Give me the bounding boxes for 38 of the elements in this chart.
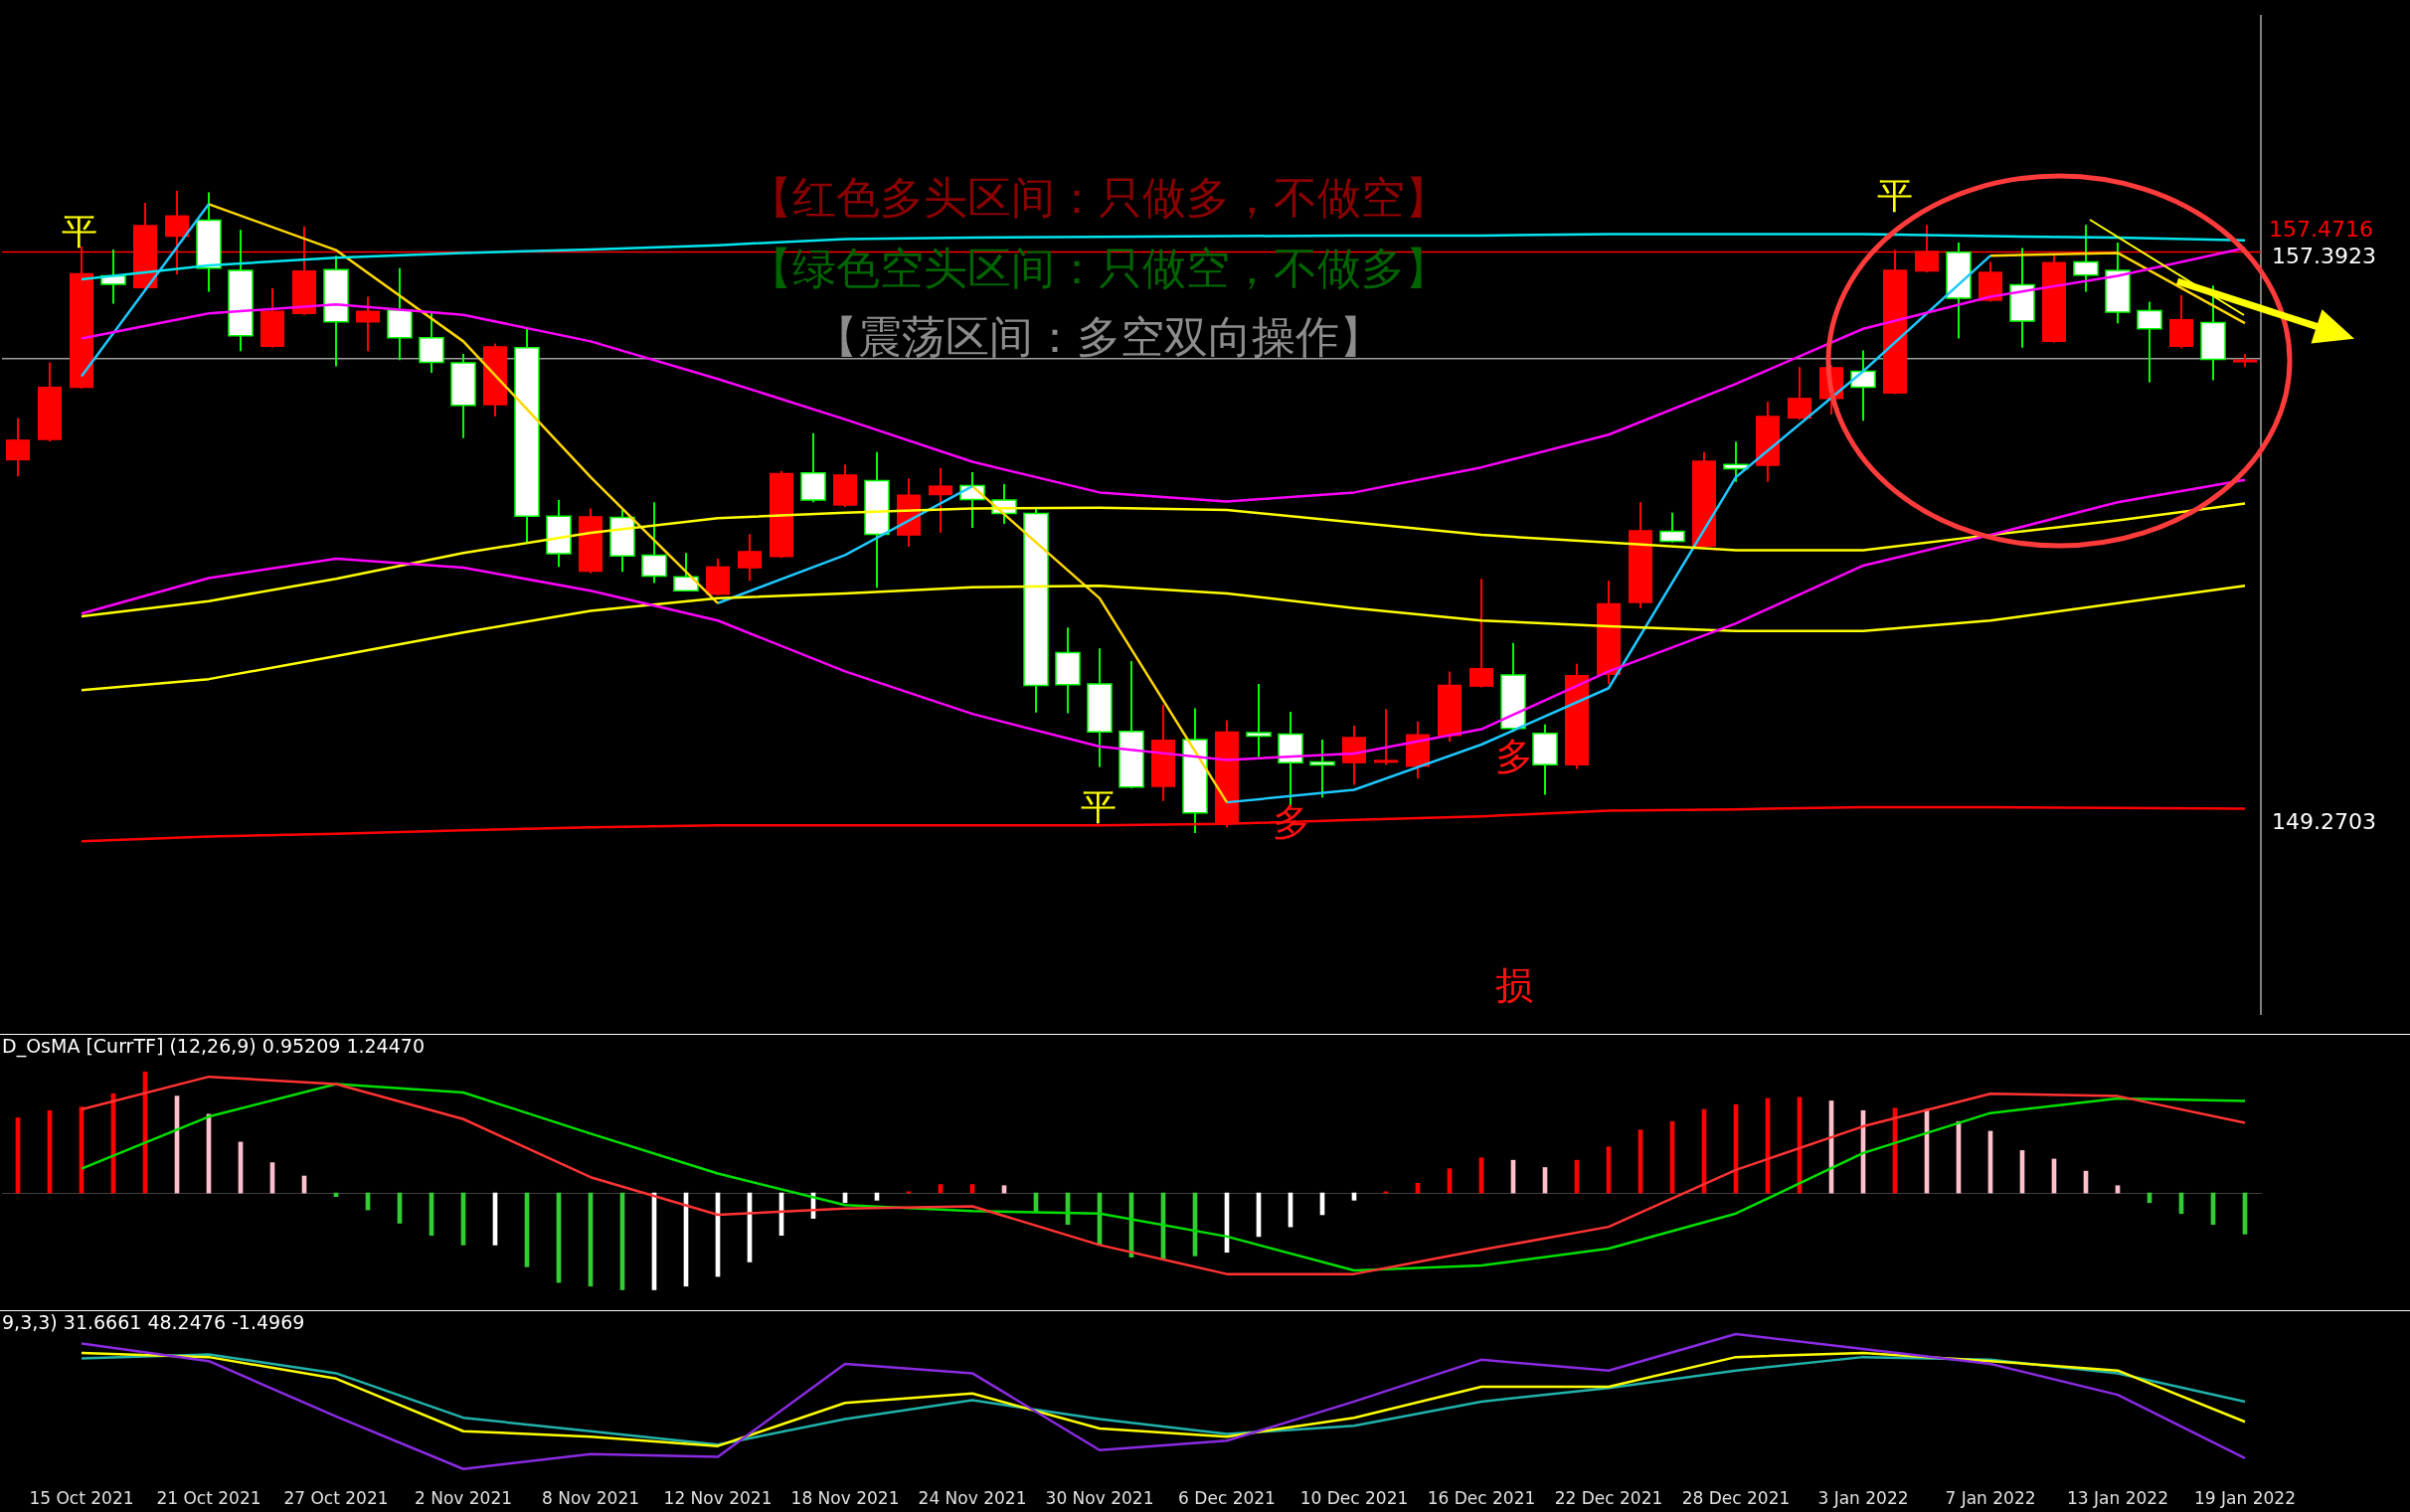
x-tick-label: 27 Oct 2021 xyxy=(283,1488,389,1509)
x-tick-label: 19 Jan 2022 xyxy=(2194,1488,2296,1509)
annotation: 【红色多头区间：只做多，不做空】 xyxy=(749,172,1449,224)
annotation: 多 xyxy=(1495,734,1533,778)
x-tick-label: 22 Dec 2021 xyxy=(1554,1488,1663,1509)
chart-title: 9,3,3) 31.6661 48.2476 -1.4969 xyxy=(2,1311,305,1334)
x-tick-label: 28 Dec 2021 xyxy=(1681,1488,1791,1509)
x-tick-label: 6 Dec 2021 xyxy=(1178,1488,1276,1509)
x-tick-label: 10 Dec 2021 xyxy=(1299,1488,1409,1509)
annotation: 平 xyxy=(62,211,97,252)
x-tick-label: 2 Nov 2021 xyxy=(414,1488,513,1509)
candlestick xyxy=(1374,708,1398,766)
x-tick-label: 24 Nov 2021 xyxy=(918,1488,1027,1509)
x-tick-label: 16 Dec 2021 xyxy=(1427,1488,1536,1509)
annotation: 【绿色空头区间：只做空，不做多】 xyxy=(749,243,1449,294)
x-tick-label: 7 Jan 2022 xyxy=(1945,1488,2036,1509)
y-tick-label: 149.2703 xyxy=(2272,808,2376,834)
ref-line-label: 157.4716 xyxy=(2269,217,2373,243)
candlestick xyxy=(738,533,762,583)
x-tick-label: 8 Nov 2021 xyxy=(541,1488,640,1509)
x-tick-label: 18 Nov 2021 xyxy=(790,1488,900,1509)
candlestick xyxy=(6,417,30,478)
x-tick-label: 12 Nov 2021 xyxy=(663,1488,773,1509)
x-tick-label: 13 Jan 2022 xyxy=(2067,1488,2168,1509)
x-tick-label: 21 Oct 2021 xyxy=(156,1488,261,1509)
x-tick-label: 30 Nov 2021 xyxy=(1045,1488,1154,1509)
chart-title: D_OsMA [CurrTF] (12,26,9) 0.95209 1.24470 xyxy=(2,1035,425,1059)
candlestick xyxy=(929,466,952,535)
annotation: 平 xyxy=(1877,175,1913,217)
y-tick-label: 157.3923 xyxy=(2272,243,2376,268)
annotation: 平 xyxy=(1081,786,1117,828)
annotation: 【震荡区间：多空双向操作】 xyxy=(814,311,1383,363)
x-tick-label: 3 Jan 2022 xyxy=(1817,1488,1909,1509)
annotation: 损 xyxy=(1495,962,1533,1007)
candlestick xyxy=(1788,366,1811,421)
candlestick xyxy=(356,295,380,353)
x-tick-label: 15 Oct 2021 xyxy=(29,1488,134,1509)
candlestick xyxy=(1469,578,1493,689)
